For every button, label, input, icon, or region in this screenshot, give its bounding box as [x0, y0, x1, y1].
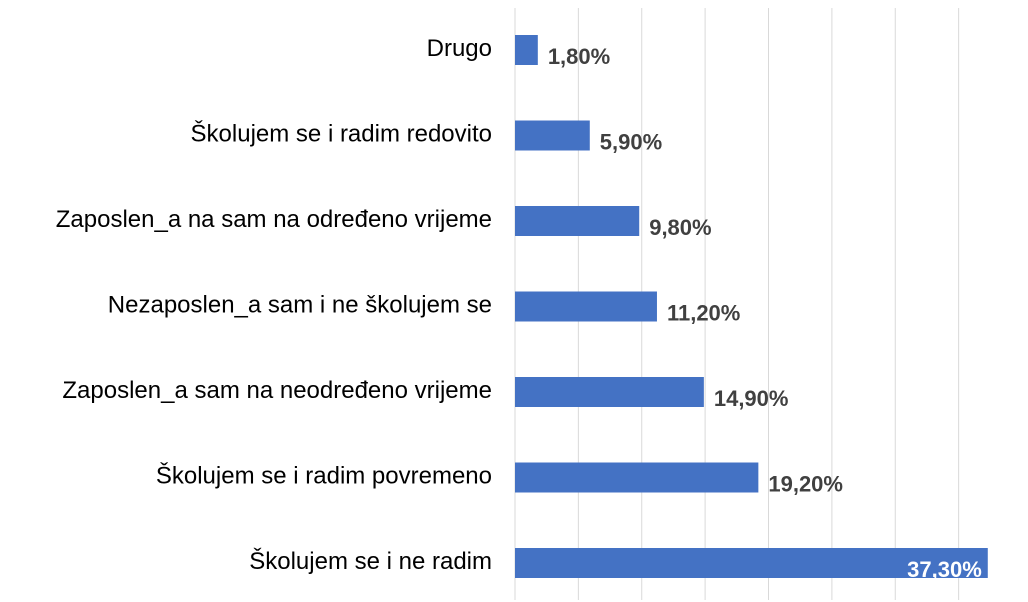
y-tick-label: Nezaposlen_a sam i ne školujem se	[108, 292, 492, 319]
data-label: 19,20%	[768, 471, 843, 496]
data-label: 5,90%	[600, 129, 662, 154]
bar	[515, 377, 704, 407]
data-label: 9,80%	[649, 215, 711, 240]
bar	[515, 291, 657, 322]
y-tick-label: Zaposlen_a na sam na određeno vrijeme	[56, 206, 492, 233]
bar	[515, 120, 590, 151]
y-tick-label: Drugo	[427, 35, 492, 62]
y-tick-label: Zaposlen_a sam na neodređeno vrijeme	[62, 377, 492, 404]
bar	[515, 206, 640, 236]
data-label: 11,20%	[667, 300, 740, 325]
y-tick-label: Školujem se i radim redovito	[191, 120, 492, 148]
data-label: 37,30%	[907, 557, 982, 582]
data-label: 14,90%	[714, 386, 789, 411]
bar	[515, 35, 538, 65]
data-label: 1,80%	[548, 44, 610, 69]
bar	[515, 462, 759, 493]
y-tick-label: Školujem se i ne radim	[249, 547, 492, 575]
bar	[515, 548, 988, 578]
y-tick-label: Školujem se i radim povremeno	[156, 462, 492, 490]
